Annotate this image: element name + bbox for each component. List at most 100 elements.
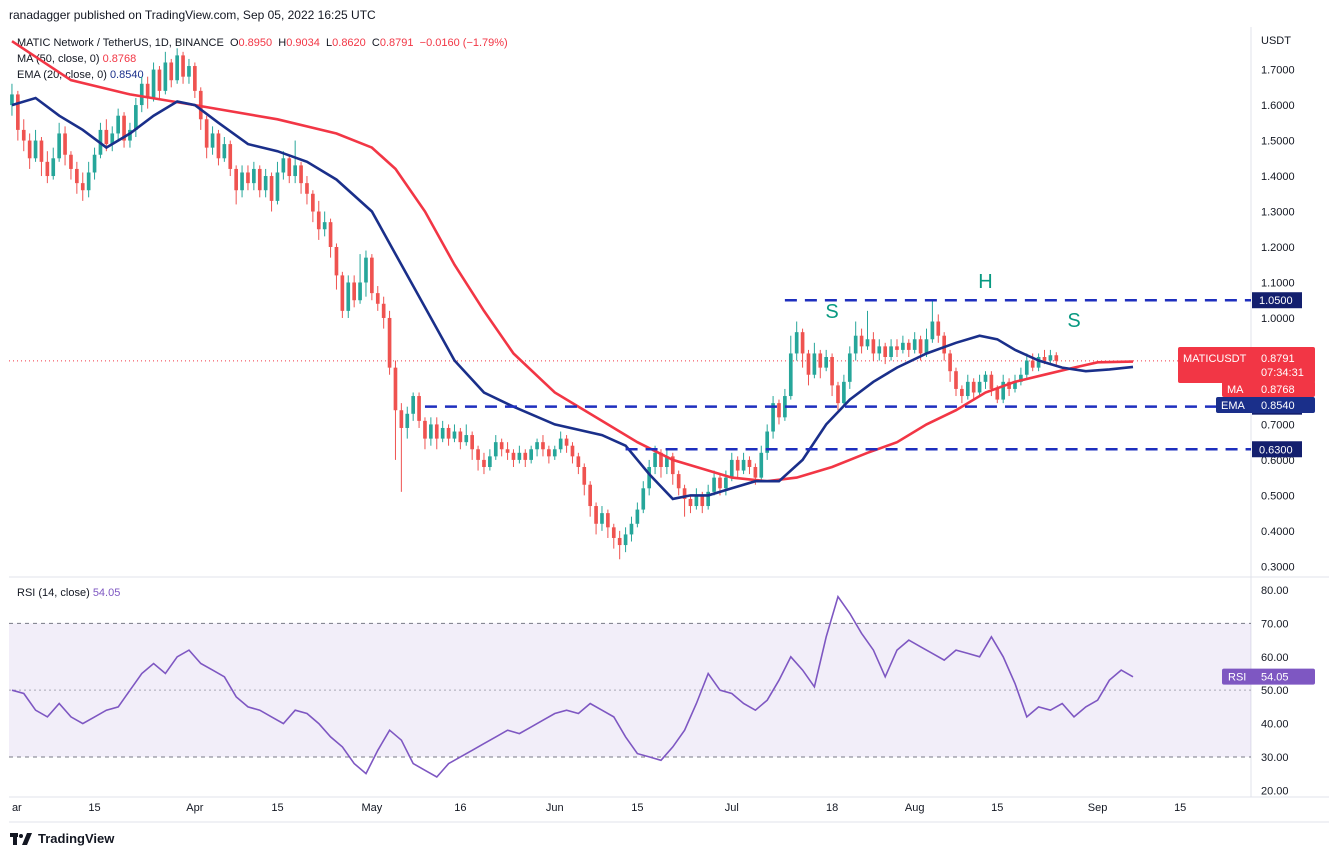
candle-body [116,115,120,134]
candle-body [912,339,917,350]
time-tick-label: ar [12,802,22,814]
candle-body [547,449,551,457]
candle [623,527,628,553]
candle-body [635,509,640,524]
candle-body [145,83,150,98]
candle [523,449,528,467]
candle-body [110,133,115,145]
candle-body [511,452,516,460]
candle-body [86,172,91,191]
candle-body [163,62,168,91]
candle [806,349,811,386]
candle-body [889,346,893,357]
candle-body [322,222,327,230]
level-tag-bg [1252,441,1302,458]
candle-body [570,445,575,457]
candle [965,374,970,400]
candle-body [930,321,935,340]
candle-body [364,257,368,283]
candle-body [523,452,528,460]
candle [346,275,351,318]
candle [281,151,286,180]
candle-body [417,396,421,421]
footer-brand[interactable]: TradingView [10,831,114,846]
price-tag-ema: EMA 0.8540 [1216,397,1315,413]
candle-body [1054,355,1059,361]
candle [635,502,640,528]
price-tag-name: MA [1227,384,1244,396]
candle-body [57,133,61,159]
candle [971,378,976,400]
time-tick-label: 15 [991,802,1003,814]
candle-body [971,381,976,393]
candle-body [995,388,1000,400]
candle [983,371,988,389]
candle-body [676,474,681,489]
ema-20-line [11,96,1134,501]
candle-body [794,332,799,354]
candle-body [122,115,126,141]
price-tick-label: 1.1000 [1261,277,1295,289]
candle-body [446,427,451,439]
candle-body [39,140,44,162]
candle [670,452,675,485]
candle [163,51,168,95]
candle-body [729,459,734,478]
candle-body [352,282,356,301]
candle-body [706,491,711,507]
time-tick-label: May [361,802,382,814]
candle-body [499,442,504,450]
candle-body [187,66,191,77]
candle-body [765,431,770,453]
candle-body [370,257,374,294]
candle [370,254,374,301]
candle [417,392,421,428]
candle [423,417,427,450]
price-tag-countdown: 07:34:31 [1261,367,1304,379]
candle-body [1030,360,1035,368]
candle [476,445,480,471]
candle-body [877,346,882,354]
candle-body [588,484,593,507]
time-tick-label: 18 [826,802,838,814]
candle-body [1036,357,1041,368]
candle [836,381,840,411]
candle [535,438,539,457]
candle-body [246,172,250,184]
candle [665,449,669,475]
candle-body [606,513,610,528]
candle-body [842,381,846,404]
candle [977,374,982,397]
candle [452,424,457,443]
candle-body [659,452,663,467]
candle [210,126,215,155]
level-tag-label: 1.0500 [1259,295,1293,307]
candle [275,161,280,205]
candle-body [906,342,911,350]
ma-50-line [11,40,1134,483]
candle [287,154,292,184]
time-tick-label: Jun [546,802,564,814]
candle [600,506,604,531]
time-tick-label: 15 [88,802,100,814]
candle-body [753,467,758,478]
candle-body [470,435,474,450]
candle-body [558,438,563,450]
candle [847,346,852,389]
legend-ohlc-o: O0.8950 [229,37,273,49]
candle-body [434,424,439,439]
candle [901,335,905,354]
price-tick-label: 1.0000 [1261,313,1295,325]
price-tick-label: 1.6000 [1261,100,1295,112]
candle [936,314,941,343]
candle [830,353,834,397]
candle [440,420,445,443]
candle [157,66,162,98]
candle [576,452,581,475]
candle-body [16,94,20,130]
candle [240,165,244,198]
candle [63,126,67,166]
candle-body [275,172,280,201]
candle [800,328,805,368]
